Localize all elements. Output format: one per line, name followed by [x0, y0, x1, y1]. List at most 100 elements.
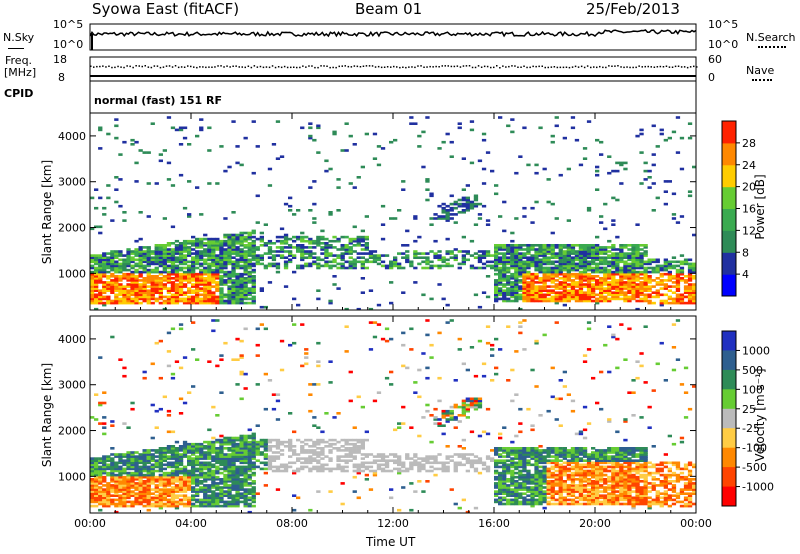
heatmap-cell: [631, 272, 636, 276]
heatmap-cell: [235, 496, 240, 500]
heatmap-cell: [90, 293, 95, 297]
heatmap-cell: [207, 471, 212, 475]
heatmap-cell: [389, 488, 394, 491]
heatmap-cell: [227, 478, 232, 481]
heatmap-cell: [138, 270, 143, 274]
heatmap-cell: [494, 490, 499, 493]
heatmap-cell: [502, 272, 507, 276]
heatmap-cell: [336, 248, 341, 251]
heatmap-cell: [203, 484, 208, 487]
heatmap-cell: [191, 268, 196, 272]
heatmap-cell: [106, 459, 111, 462]
nave-dot: [150, 66, 153, 69]
heatmap-cell: [445, 409, 450, 413]
heatmap-cell: [98, 289, 103, 292]
heatmap-cell: [360, 237, 365, 241]
heatmap-cell: [187, 289, 192, 292]
heatmap-cell: [110, 264, 115, 268]
heatmap-cell: [409, 260, 414, 264]
heatmap-cell: [687, 301, 693, 305]
heatmap-cell: [494, 246, 499, 249]
heatmap-cell: [231, 262, 236, 266]
heatmap-cell: [227, 262, 232, 266]
heatmap-cell: [255, 246, 260, 249]
heatmap-cell: [134, 459, 139, 462]
heatmap-cell: [296, 250, 301, 253]
heatmap-cell: [227, 239, 232, 243]
heatmap-cell: [506, 252, 511, 255]
heatmap-cell: [98, 500, 103, 504]
heatmap-cell: [401, 291, 406, 294]
heatmap-cell: [142, 459, 147, 462]
heatmap-cell: [607, 250, 612, 253]
heatmap-cell: [122, 471, 127, 475]
heatmap-cell: [174, 488, 180, 491]
heatmap-cell: [445, 420, 450, 423]
heatmap-cell: [611, 244, 616, 247]
heatmap-cell: [429, 264, 434, 268]
nave-dot: [559, 66, 562, 69]
heatmap-cell: [397, 426, 402, 429]
heatmap-cell: [611, 275, 616, 278]
heatmap-cell: [546, 246, 551, 249]
heatmap-cell: [170, 500, 176, 504]
heatmap-cell: [320, 237, 325, 241]
heatmap-cell: [251, 252, 256, 255]
heatmap-cell: [191, 385, 196, 388]
heatmap-cell: [320, 246, 325, 249]
heatmap-cell: [627, 275, 632, 278]
heatmap-cell: [182, 293, 188, 297]
heatmap-cell: [352, 239, 357, 243]
heatmap-cell: [158, 492, 163, 495]
heatmap-cell: [437, 147, 442, 150]
heatmap-cell: [554, 246, 559, 249]
heatmap-cell: [154, 279, 159, 282]
heatmap-cell: [494, 266, 499, 270]
nave-tick-top: 60: [708, 53, 722, 66]
heatmap-cell: [90, 492, 95, 495]
heatmap-cell: [239, 279, 244, 282]
heatmap-cell: [275, 264, 281, 268]
heatmap-cell: [134, 295, 139, 299]
heatmap-cell: [130, 486, 135, 489]
heatmap-cell: [211, 295, 216, 299]
heatmap-cell: [130, 453, 135, 456]
heatmap-cell: [352, 426, 357, 429]
heatmap-cell: [126, 277, 131, 280]
heatmap-cell: [263, 471, 268, 475]
heatmap-cell: [235, 297, 240, 301]
heatmap-cell: [126, 457, 131, 460]
heatmap-cell: [142, 486, 147, 489]
heatmap-cell: [235, 275, 240, 278]
heatmap-cell: [130, 138, 135, 142]
heatmap-cell: [239, 233, 244, 237]
heatmap-cell: [178, 287, 184, 290]
heatmap-cell: [635, 293, 640, 297]
heatmap-cell: [174, 447, 180, 450]
heatmap-cell: [409, 508, 414, 512]
heatmap-cell: [227, 484, 232, 487]
heatmap-cell: [639, 264, 644, 268]
heatmap-cell: [441, 414, 446, 417]
nave-dot: [662, 66, 665, 68]
heatmap-cell: [324, 254, 329, 257]
heatmap-cell: [275, 440, 281, 444]
heatmap-cell: [162, 467, 167, 471]
heatmap-cell: [267, 184, 273, 187]
nave-dot: [450, 65, 453, 68]
heatmap-cell: [554, 283, 559, 286]
heatmap-cell: [130, 256, 135, 259]
heatmap-cell: [215, 492, 220, 495]
heatmap-cell: [239, 237, 244, 241]
heatmap-cell: [94, 225, 99, 229]
heatmap-cell: [562, 297, 567, 301]
heatmap-cell: [170, 287, 176, 290]
heatmap-cell: [611, 293, 616, 297]
heatmap-cell: [114, 266, 119, 270]
heatmap-cell: [457, 337, 462, 341]
heatmap-cell: [675, 264, 681, 268]
heatmap-cell: [195, 134, 200, 138]
heatmap-cell: [215, 440, 220, 444]
heatmap-cell: [174, 287, 180, 290]
heatmap-cell: [174, 285, 180, 288]
